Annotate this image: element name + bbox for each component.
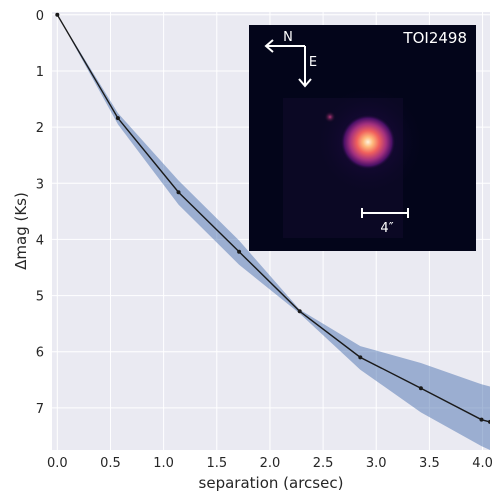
- x-tick-label: 1.0: [153, 456, 174, 471]
- x-tick-label: 0.0: [47, 456, 68, 471]
- x-axis-label: separation (arcsec): [199, 474, 344, 492]
- curve-point: [358, 355, 363, 360]
- y-tick-label: 1: [36, 65, 44, 80]
- y-axis-label: Δmag (Ks): [12, 192, 30, 270]
- y-tick-labels: 0 1 2 3 4 5 6 7: [36, 9, 44, 417]
- uncertainty-band: [57, 14, 490, 450]
- x-tick-label: 2.5: [313, 456, 334, 471]
- scale-bar: [361, 208, 409, 218]
- target-star: [340, 114, 396, 170]
- y-tick-label: 3: [36, 177, 44, 192]
- compass-rose: [264, 39, 312, 88]
- north-arrowhead-icon: [264, 39, 274, 53]
- contrast-curve-points: [55, 12, 490, 424]
- curve-point: [479, 417, 484, 422]
- x-tick-label: 3.5: [419, 456, 440, 471]
- scale-bar-label: 4″: [380, 221, 393, 236]
- curve-point: [55, 12, 60, 17]
- y-tick-label: 6: [36, 346, 44, 361]
- x-tick-label: 1.5: [206, 456, 227, 471]
- companion-source: [324, 111, 336, 123]
- curve-point: [297, 309, 302, 314]
- curve-point: [418, 386, 423, 391]
- y-tick-label: 7: [36, 402, 44, 417]
- east-label: E: [309, 55, 317, 70]
- curve-point: [237, 249, 242, 254]
- x-tick-labels: 0.0 0.5 1.0 1.5 2.0 2.5 3.0 3.5 4.0: [47, 456, 493, 471]
- y-tick-label: 0: [36, 9, 44, 24]
- east-arrowhead-icon: [298, 78, 312, 88]
- inset-image: TOI2498 N E 4″: [249, 25, 476, 251]
- inset-title: TOI2498: [402, 29, 467, 47]
- curve-point: [176, 190, 181, 195]
- y-tick-label: 2: [36, 121, 44, 136]
- y-tick-label: 5: [36, 290, 44, 305]
- x-tick-label: 2.0: [260, 456, 281, 471]
- x-tick-label: 0.5: [100, 456, 121, 471]
- curve-point: [115, 116, 120, 121]
- x-tick-label: 4.0: [472, 456, 493, 471]
- y-tick-label: 4: [36, 233, 44, 248]
- curve-point: [488, 419, 490, 424]
- x-tick-label: 3.0: [366, 456, 387, 471]
- north-label: N: [283, 30, 293, 45]
